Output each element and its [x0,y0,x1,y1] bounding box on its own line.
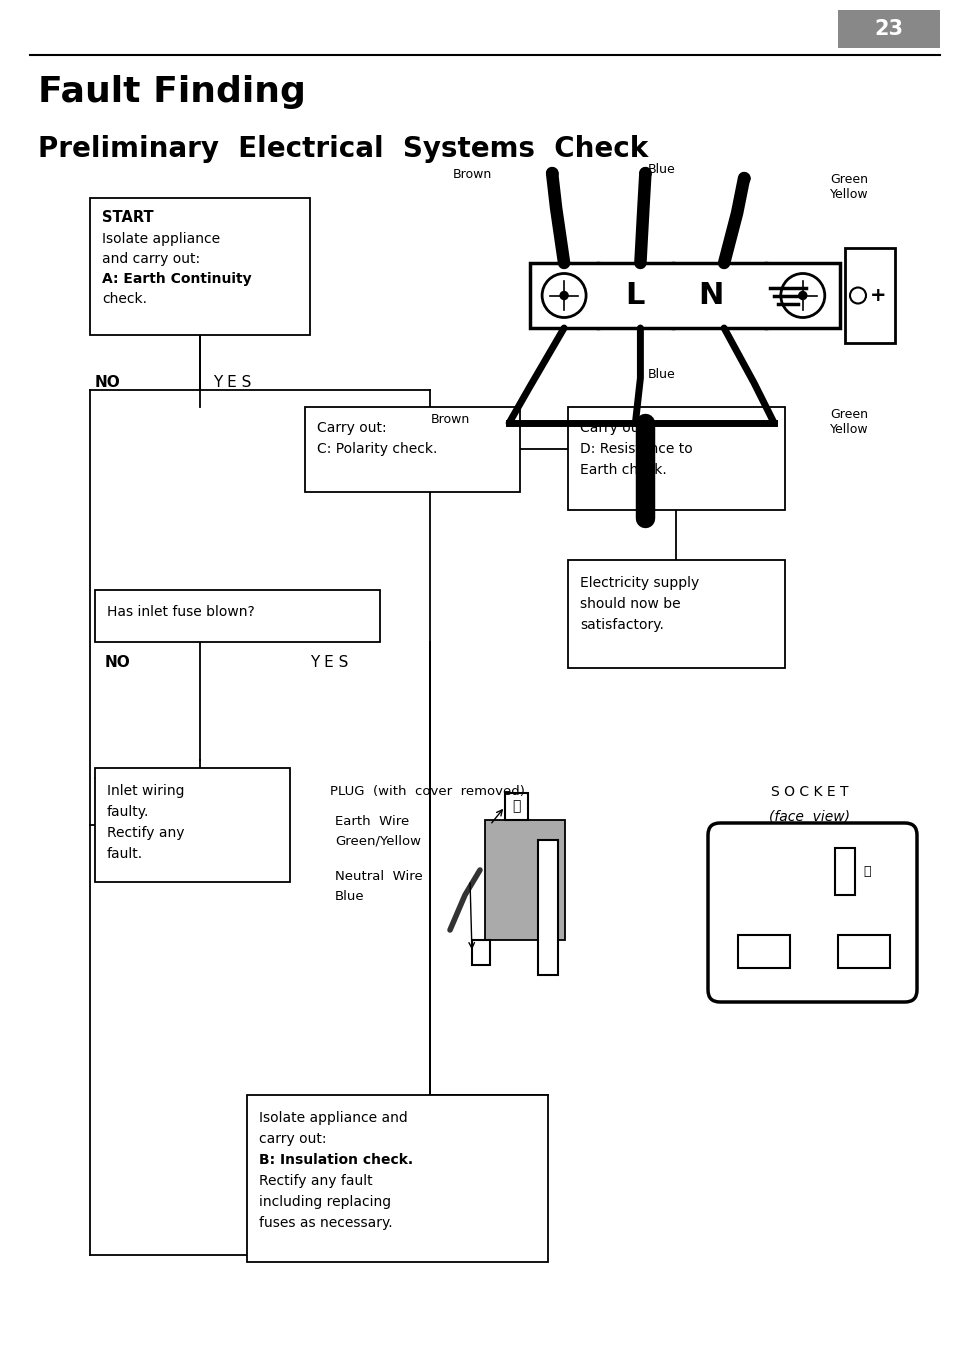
FancyBboxPatch shape [504,793,527,821]
FancyBboxPatch shape [537,839,558,975]
Text: Brown: Brown [453,168,492,181]
Text: Green
Yellow: Green Yellow [829,173,868,200]
Text: fuses as necessary.: fuses as necessary. [258,1216,393,1229]
Text: N: N [698,282,723,310]
Text: Y E S: Y E S [213,375,251,390]
Text: Preliminary  Electrical  Systems  Check: Preliminary Electrical Systems Check [38,135,648,162]
Text: fault.: fault. [107,848,143,861]
Text: (face  view): (face view) [769,810,850,825]
FancyBboxPatch shape [247,1095,547,1262]
FancyBboxPatch shape [844,248,894,343]
Text: D: Resistance to: D: Resistance to [579,441,692,456]
Text: Earth check.: Earth check. [579,463,666,477]
FancyBboxPatch shape [530,263,840,328]
FancyBboxPatch shape [837,936,889,968]
Text: Brown: Brown [431,413,470,427]
Text: ⏚: ⏚ [862,865,869,877]
Text: C: Polarity check.: C: Polarity check. [316,441,436,456]
Text: Electricity supply: Electricity supply [579,575,699,590]
Text: Rectify any fault: Rectify any fault [258,1174,373,1187]
Text: Blue: Blue [647,162,675,176]
Text: Isolate appliance and: Isolate appliance and [258,1112,407,1125]
FancyBboxPatch shape [484,821,564,940]
Text: ⏚: ⏚ [512,799,520,814]
Text: including replacing: including replacing [258,1196,391,1209]
Text: Has inlet fuse blown?: Has inlet fuse blown? [107,605,254,619]
Text: Neutral  Wire: Neutral Wire [335,871,422,883]
Text: Blue: Blue [335,890,364,903]
Text: Carry out:: Carry out: [316,421,386,435]
Text: satisfactory.: satisfactory. [579,617,663,632]
Text: +: + [869,286,885,305]
Circle shape [559,291,567,299]
FancyBboxPatch shape [90,198,310,334]
Text: Y E S: Y E S [310,655,348,670]
Text: Fault Finding: Fault Finding [38,74,306,110]
Circle shape [798,291,806,299]
FancyBboxPatch shape [305,408,519,492]
FancyBboxPatch shape [738,936,789,968]
Text: carry out:: carry out: [258,1132,326,1145]
FancyBboxPatch shape [837,9,939,47]
Text: NO: NO [105,655,131,670]
FancyBboxPatch shape [567,561,784,668]
Text: 23: 23 [874,19,902,39]
Text: A: Earth Continuity: A: Earth Continuity [102,272,252,286]
Text: START: START [102,210,153,225]
FancyBboxPatch shape [95,590,379,642]
Text: and carry out:: and carry out: [102,252,200,265]
Text: Rectify any: Rectify any [107,826,184,839]
FancyBboxPatch shape [834,848,854,895]
Text: should now be: should now be [579,597,679,611]
Text: check.: check. [102,292,147,306]
FancyBboxPatch shape [95,768,290,881]
Text: Green
Yellow: Green Yellow [829,408,868,436]
Text: L: L [625,282,644,310]
Text: NO: NO [95,375,121,390]
Text: Inlet wiring: Inlet wiring [107,784,184,798]
FancyBboxPatch shape [472,940,490,965]
Text: Earth  Wire: Earth Wire [335,815,409,829]
Text: S O C K E T: S O C K E T [770,785,848,799]
Text: Carry out:: Carry out: [579,421,649,435]
Text: B: Insulation check.: B: Insulation check. [258,1154,413,1167]
Text: Green/Yellow: Green/Yellow [335,835,420,848]
FancyBboxPatch shape [707,823,916,1002]
Text: Blue: Blue [647,368,675,380]
Text: PLUG  (with  cover  removed): PLUG (with cover removed) [330,785,524,798]
Text: faulty.: faulty. [107,806,150,819]
FancyBboxPatch shape [567,408,784,510]
Text: Isolate appliance: Isolate appliance [102,232,220,246]
